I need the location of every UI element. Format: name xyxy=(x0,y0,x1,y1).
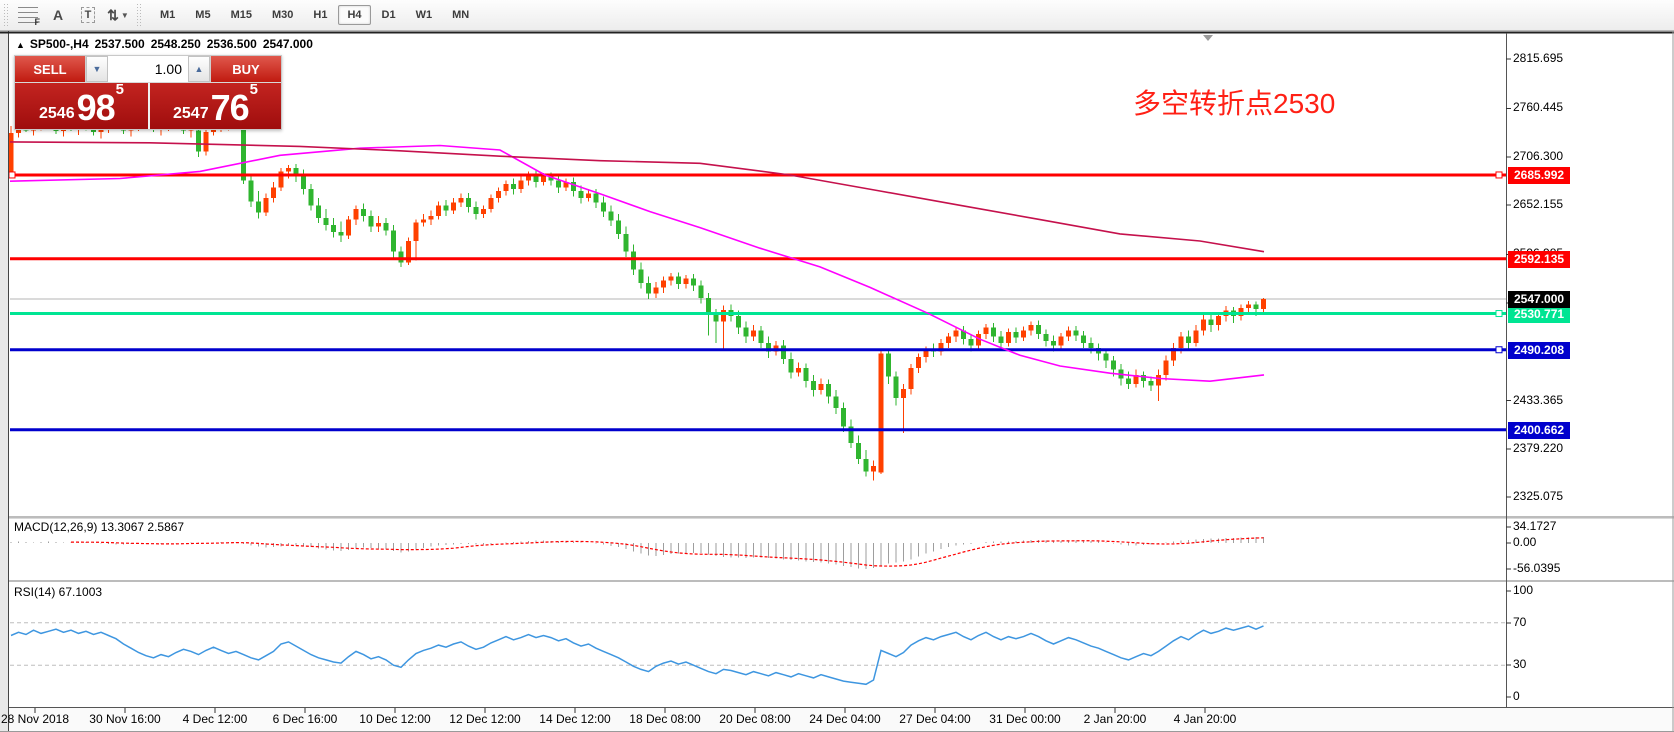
time-axis-label: 31 Dec 00:00 xyxy=(989,712,1061,726)
chart-annotation-text: 多空转折点2530 xyxy=(1133,88,1336,119)
chart-shift-marker[interactable] xyxy=(1203,35,1213,41)
buy-price-sup: 5 xyxy=(249,81,258,98)
symbol-name: SP500-,H4 xyxy=(29,37,89,51)
timeframe-D1[interactable]: D1 xyxy=(381,9,396,21)
buy-price-prefix: 2547 xyxy=(173,105,209,122)
macd-indicator-label: MACD(12,26,9) 13.3067 2.5867 xyxy=(14,520,185,534)
axis-tick-label: 100 xyxy=(1513,583,1534,597)
quote-high: 2548.250 xyxy=(150,37,201,51)
axis-tick-label: 70 xyxy=(1513,614,1527,629)
time-axis-label: 14 Dec 12:00 xyxy=(539,712,611,726)
axis-tick-label: 0 xyxy=(1513,689,1520,703)
time-axis-label: 24 Dec 04:00 xyxy=(809,712,881,726)
timeframe-M1[interactable]: M1 xyxy=(160,9,176,21)
one-click-trading-panel: SELL ▼ 1.00 ▲ BUY 2546 98 5 2547 76 5 xyxy=(14,55,282,130)
timeframe-MN[interactable]: MN xyxy=(452,9,470,21)
quote-open: 2537.500 xyxy=(94,37,145,51)
sell-price-big: 98 xyxy=(76,87,116,128)
chevron-down-icon: ▼ xyxy=(120,10,129,20)
axis-tick-label: 2325.075 xyxy=(1513,489,1564,504)
price-line-label: 2400.662 xyxy=(1508,421,1571,439)
timeframe-toolbar: M1 M5 M15 M30 H1 H4 D1 W1 MN xyxy=(150,5,479,25)
buy-price-big: 76 xyxy=(210,87,250,128)
time-axis-label: 6 Dec 16:00 xyxy=(272,712,338,726)
volume-decrease-button[interactable]: ▼ xyxy=(86,56,108,82)
time-axis-label: 27 Dec 04:00 xyxy=(899,712,971,726)
price-line-label: 2547.000 xyxy=(1508,291,1571,309)
axis-tick-label: 2379.220 xyxy=(1513,440,1564,455)
time-axis-label: 2 Jan 20:00 xyxy=(1083,712,1147,726)
timeframe-M30[interactable]: M30 xyxy=(271,9,294,21)
axis-tick-label: 2433.365 xyxy=(1513,392,1564,407)
axis-tick-label: 34.1727 xyxy=(1513,519,1557,534)
price-line-label: 2530.771 xyxy=(1508,305,1571,323)
axis-tick-label: 2652.155 xyxy=(1513,197,1564,212)
timeframe-W1[interactable]: W1 xyxy=(415,9,433,21)
time-axis-label: 28 Nov 2018 xyxy=(0,712,70,726)
arrows-icon-glyph: ⇅ xyxy=(107,6,119,23)
price-line-label: 2592.135 xyxy=(1508,250,1571,268)
top-toolbar: F A T ⇅ ▼ M1 M5 M15 M30 H1 H4 D1 W1 MN xyxy=(0,0,1674,31)
text-box-icon-glyph: T xyxy=(80,7,96,23)
fibonacci-icon[interactable]: F xyxy=(14,2,42,28)
time-axis-label: 20 Dec 08:00 xyxy=(719,712,791,726)
sell-button[interactable]: SELL xyxy=(15,56,85,82)
rsi-indicator-label: RSI(14) 67.1003 xyxy=(14,585,103,599)
symbol-tree-arrow-icon[interactable]: ▲ xyxy=(16,40,25,50)
toolbar-handle[interactable] xyxy=(3,4,10,26)
buy-price-tile[interactable]: 2547 76 5 xyxy=(148,81,281,129)
price-line-label: 2685.992 xyxy=(1508,166,1571,184)
sell-price-prefix: 2546 xyxy=(39,105,75,122)
time-axis[interactable] xyxy=(9,708,1674,732)
time-axis-label: 4 Dec 12:00 xyxy=(182,712,248,726)
timeframe-M15[interactable]: M15 xyxy=(230,9,252,21)
sell-price-sup: 5 xyxy=(115,81,124,98)
axis-tick-label: 2706.300 xyxy=(1513,148,1564,163)
volume-input[interactable]: 1.00 xyxy=(108,56,188,82)
fibonacci-icon-glyph: F xyxy=(18,7,40,27)
quote-header: ▲ SP500-,H4 2537.500 2548.250 2536.500 2547.0… xyxy=(16,37,319,51)
time-axis-label: 30 Nov 16:00 xyxy=(89,712,161,726)
time-axis-label: 4 Jan 20:00 xyxy=(1173,712,1237,726)
sell-price-tile[interactable]: 2546 98 5 xyxy=(15,81,148,129)
text-label-icon[interactable]: A xyxy=(52,7,64,23)
text-box-icon[interactable]: T xyxy=(74,2,102,28)
arrows-icon[interactable]: ⇅ ▼ xyxy=(104,2,132,28)
volume-stepper: ▼ 1.00 ▲ xyxy=(85,56,211,82)
timeframe-H4[interactable]: H4 xyxy=(338,5,371,25)
time-axis-label: 10 Dec 12:00 xyxy=(359,712,431,726)
quote-low: 2536.500 xyxy=(206,37,257,51)
time-axis-label: 18 Dec 08:00 xyxy=(629,712,701,726)
time-axis-label: 12 Dec 12:00 xyxy=(449,712,521,726)
quote-close: 2547.000 xyxy=(262,37,313,51)
timeframe-M5[interactable]: M5 xyxy=(195,9,211,21)
timeframe-H1[interactable]: H1 xyxy=(313,9,328,21)
axis-tick-label: 30 xyxy=(1513,657,1527,672)
axis-tick-label: 2815.695 xyxy=(1513,51,1564,66)
toolbar-handle-2[interactable] xyxy=(136,4,143,26)
price-line-label: 2490.208 xyxy=(1508,341,1571,359)
axis-tick-label: 2760.445 xyxy=(1513,100,1564,115)
buy-button[interactable]: BUY xyxy=(211,56,281,82)
volume-increase-button[interactable]: ▲ xyxy=(188,56,210,82)
axis-tick-label: -56.0395 xyxy=(1513,561,1561,576)
axis-tick-label: 0.00 xyxy=(1513,535,1537,549)
